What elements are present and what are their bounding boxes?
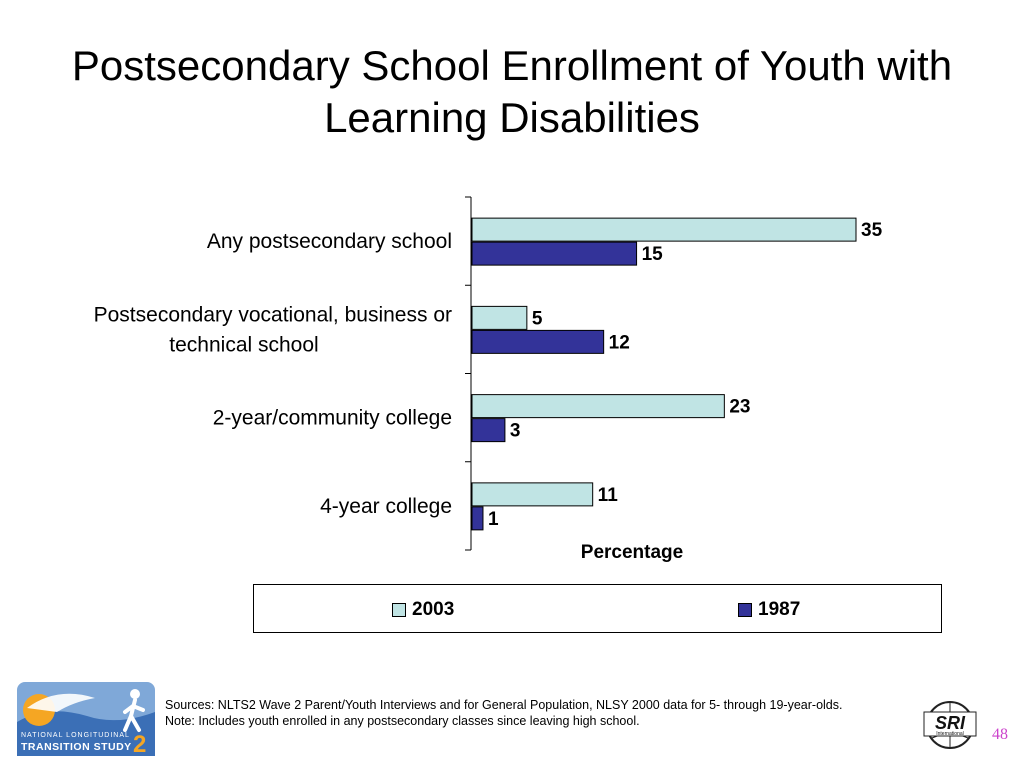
legend-item-1987: 1987 <box>738 599 800 621</box>
category-label: 2-year/community college <box>213 407 452 430</box>
legend-item-2003: 2003 <box>392 599 454 621</box>
logo-text-line1: NATIONAL LONGITUDINAL <box>21 732 130 739</box>
legend-swatch-1987 <box>738 603 752 617</box>
bar-1987-0 <box>471 241 638 266</box>
title-line-1: Postsecondary School Enrollment of Youth… <box>71 42 953 89</box>
category-label: 4-year college <box>320 495 452 518</box>
data-label: 23 <box>729 397 750 418</box>
bar-2003-3 <box>471 482 594 507</box>
category-label: Any postsecondary school <box>207 230 452 253</box>
data-label: 5 <box>532 308 543 329</box>
sources-text: Sources: NLTS2 Wave 2 Parent/Youth Inter… <box>165 697 865 729</box>
legend-label-2003: 2003 <box>412 599 455 620</box>
logo-text-line2: TRANSITION STUDY <box>21 741 132 753</box>
data-label: 12 <box>609 332 630 353</box>
data-label: 35 <box>861 220 883 241</box>
sources-line: Sources: NLTS2 Wave 2 Parent/Youth Inter… <box>165 698 843 712</box>
sri-logo-text: SRI <box>935 713 966 733</box>
data-label: 11 <box>598 485 619 506</box>
bar-1987-3 <box>471 506 484 531</box>
data-label: 1 <box>488 509 499 530</box>
category-label: Postsecondary vocational, business or <box>94 303 452 326</box>
nlts2-logo: NATIONAL LONGITUDINAL TRANSITION STUDY 2 <box>17 682 155 756</box>
bar-chart: Any postsecondary school 3515Postsecondar… <box>94 196 883 563</box>
category-label: technical school <box>169 333 318 356</box>
bar-2003-1 <box>471 305 528 330</box>
bar-2003-2 <box>471 394 725 419</box>
x-axis-label: Percentage <box>581 542 683 563</box>
sri-logo: SRI International <box>923 701 977 749</box>
bar-2003-0 <box>471 217 857 242</box>
bar-1987-2 <box>471 418 506 443</box>
sri-logo-subtext: International <box>936 731 964 737</box>
legend-label-1987: 1987 <box>758 599 801 620</box>
legend-swatch-2003 <box>392 603 406 617</box>
slide-title: Postsecondary School Enrollment of Youth… <box>0 40 1024 144</box>
logo-text-number: 2 <box>133 731 146 756</box>
note-line: Note: Includes youth enrolled in any pos… <box>165 714 640 728</box>
data-label: 3 <box>510 421 521 442</box>
data-label: 15 <box>642 244 664 265</box>
title-line-2: Learning Disabilities <box>324 94 700 141</box>
page-number: 48 <box>992 726 1008 743</box>
bar-1987-1 <box>471 329 605 354</box>
chart-legend: 2003 1987 <box>253 584 942 633</box>
